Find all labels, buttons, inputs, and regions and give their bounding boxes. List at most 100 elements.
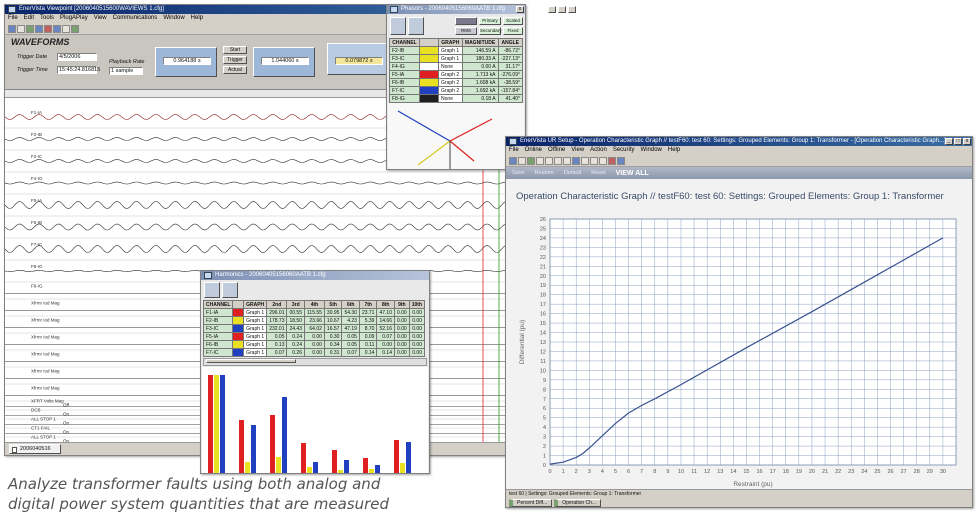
urs-report-icon[interactable] <box>599 156 607 165</box>
table-row[interactable]: F3-IC Graph 1 232.01 24.43 64.02 16.57 47.19 8.… <box>202 324 426 333</box>
restore-icon[interactable] <box>558 6 566 13</box>
table-row[interactable]: F1-IA Graph 1 296.01 00.55 115.55 30.95 54.30 2… <box>202 308 426 317</box>
trigger-button[interactable]: Trigger <box>223 56 247 64</box>
urs-new-icon[interactable] <box>509 156 517 165</box>
phasor-icon[interactable] <box>44 24 52 33</box>
urs-font-icon[interactable] <box>617 156 625 165</box>
phasor-graph[interactable]: Graph 2 <box>438 86 463 95</box>
menu-tools[interactable]: Tools <box>40 15 55 21</box>
table-row[interactable]: F2-IB Graph 1 178.73 18.50 23.66 10.67 4.23 5.3… <box>202 316 426 325</box>
tab-waveform-file[interactable]: 2006040516 <box>9 444 61 454</box>
urs-cut-icon[interactable] <box>545 156 553 165</box>
delta-field[interactable]: 0.079872 s <box>335 57 383 65</box>
urs-menu-window[interactable]: Window <box>640 147 662 153</box>
playback-select[interactable]: 1 sample <box>109 67 143 75</box>
nav-save[interactable]: Save <box>512 170 525 176</box>
urs-menu-offline[interactable]: Offline <box>548 147 566 153</box>
harmonic-bar-chart[interactable] <box>202 367 428 474</box>
copy-icon[interactable] <box>35 24 43 33</box>
table-row[interactable]: F5-IA Graph 2 1.713 kA -276.09° <box>388 70 524 79</box>
urs-offline-icon[interactable] <box>581 156 589 165</box>
phasor-graph[interactable]: None <box>438 62 463 71</box>
urs-menu-file[interactable]: File <box>509 147 519 153</box>
toggle-secondary[interactable]: Secondary <box>479 27 502 35</box>
urs-maximize-icon[interactable]: □ <box>954 138 962 145</box>
harm-graph[interactable]: Graph 1 <box>243 308 268 317</box>
urs-alert-icon[interactable] <box>608 156 616 165</box>
table-row[interactable]: F6-IB Graph 1 0.13 0.24 0.00 0.34 0.05 0.11 0.00… <box>202 340 426 349</box>
scroll-thumb[interactable] <box>206 359 296 363</box>
toggle-blank[interactable] <box>455 17 477 25</box>
table-row[interactable]: F5-IA Graph 1 0.05 0.24 0.00 0.30 0.05 0.09 0.07… <box>202 332 426 341</box>
menu-edit[interactable]: Edit <box>23 15 35 21</box>
table-row[interactable]: F2-IB Graph 1 146.59 A -86.72° <box>388 46 524 55</box>
urs-open-icon[interactable] <box>518 156 526 165</box>
phasor-table-button[interactable] <box>408 17 424 35</box>
nav-default[interactable]: Default <box>563 170 582 176</box>
trigger-time-field[interactable]: 15:45:24.816815 <box>57 66 101 74</box>
phasor-graph-button[interactable] <box>390 17 406 35</box>
trigger-date-field[interactable]: 4/5/2006 <box>57 53 97 61</box>
table-row[interactable]: F8-IG None 0.18 A 41.40° <box>388 94 524 103</box>
menu-plugaplay[interactable]: PlugAPlay <box>60 15 88 21</box>
harmonic-table-button[interactable] <box>222 282 238 298</box>
menu-window[interactable]: Window <box>163 15 185 21</box>
harmonic-icon[interactable] <box>53 24 61 33</box>
nav-reset[interactable]: Reset <box>591 170 606 176</box>
urs-paste-icon[interactable] <box>563 156 571 165</box>
urs-save-icon[interactable] <box>527 156 535 165</box>
urs-titlebar[interactable]: EnerVista UR Setup - Operation Character… <box>506 137 972 146</box>
harmonic-scrollbar[interactable] <box>203 358 427 366</box>
time-ruler[interactable] <box>5 90 505 98</box>
minimize-icon[interactable] <box>548 6 556 13</box>
urs-menu-view[interactable]: View <box>571 147 585 153</box>
harmonics-titlebar[interactable]: Harmonics - 20060405156060AATB 1.cfg <box>201 271 429 280</box>
table-row[interactable]: F7-IC Graph 1 0.07 0.26 0.00 0.31 0.07 0.14 0.14… <box>202 348 426 357</box>
urs-print-icon[interactable] <box>536 156 544 165</box>
menu-view[interactable]: View <box>93 15 107 21</box>
toggle-primary[interactable]: Primary <box>479 17 501 25</box>
urs-close-icon[interactable]: x <box>963 138 971 145</box>
task-operation-ch[interactable]: Operation Ch... <box>554 498 602 507</box>
operation-characteristic-chart[interactable]: 0 1 2 3 4 5 6 7 8 9 10 11 12 13 14 15 16 17 18 19 20 21 22 23 24… <box>510 209 966 489</box>
phasor-diagram[interactable] <box>388 103 524 170</box>
actual-button[interactable]: Actual <box>223 66 247 74</box>
urs-online-icon[interactable] <box>572 156 580 165</box>
chart-icon[interactable] <box>62 24 70 33</box>
toggle-scaled[interactable]: Scaled <box>503 17 523 25</box>
nav-view-all[interactable]: VIEW ALL <box>615 169 649 177</box>
menu-communications[interactable]: Communications <box>112 15 158 21</box>
urs-compare-icon[interactable] <box>590 156 598 165</box>
phasor-graph[interactable]: Graph 2 <box>438 70 463 79</box>
nav-restore[interactable]: Restore <box>534 170 554 176</box>
urs-menu-action[interactable]: Action <box>590 147 607 153</box>
harm-graph[interactable]: Graph 1 <box>243 348 268 357</box>
table-row[interactable]: F3-IC Graph 1 180.33 A -227.13° <box>388 54 524 63</box>
menu-file[interactable]: File <box>8 15 18 21</box>
save-icon[interactable] <box>17 24 25 33</box>
harm-graph[interactable]: Graph 1 <box>243 340 268 349</box>
harm-graph[interactable]: Graph 1 <box>243 316 268 325</box>
close-icon[interactable] <box>568 6 576 13</box>
viewpoint-titlebar[interactable]: EnerVista Viewpoint [2006040515600WAVIEW… <box>5 5 505 14</box>
open-icon[interactable] <box>8 24 16 33</box>
urs-menu-security[interactable]: Security <box>612 147 635 153</box>
cursor1-field[interactable]: 0.964188 s <box>163 57 211 65</box>
harmonic-graph-button[interactable] <box>204 282 220 298</box>
table-row[interactable]: F6-IB Graph 2 1.608 kA -38.59° <box>388 78 524 87</box>
phasor-graph[interactable]: None <box>438 94 463 103</box>
phasor-graph[interactable]: Graph 1 <box>438 54 463 63</box>
start-button[interactable]: Start <box>223 46 247 54</box>
menu-help[interactable]: Help <box>190 15 203 21</box>
urs-menu-help[interactable]: Help <box>667 147 681 153</box>
phasors-titlebar[interactable]: Phasors - 20060405156060AATB 1.cfg x <box>387 5 525 14</box>
print-icon[interactable] <box>26 24 34 33</box>
phasor-graph[interactable]: Graph 1 <box>438 46 463 55</box>
urs-copy-icon[interactable] <box>554 156 562 165</box>
urs-menu-online[interactable]: Online <box>524 147 543 153</box>
toggle-fixed[interactable]: Fixed <box>503 27 523 35</box>
harm-graph[interactable]: Graph 1 <box>243 332 268 341</box>
table-row[interactable]: F7-IC Graph 2 1.692 kA -157.84° <box>388 86 524 95</box>
table-row[interactable]: F4-IG None 0.00 A 31.17° <box>388 62 524 71</box>
toggle-rms[interactable]: RMS <box>455 27 477 35</box>
